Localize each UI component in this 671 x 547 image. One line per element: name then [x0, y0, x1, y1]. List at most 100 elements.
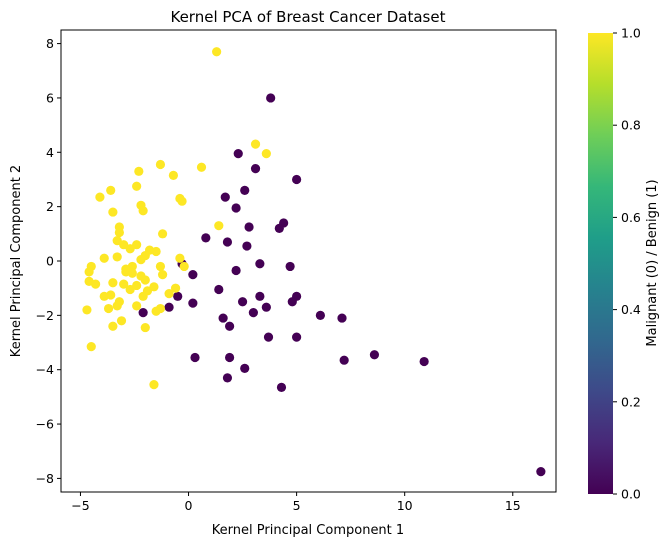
data-point-class-1 — [125, 244, 135, 254]
y-tick-label: 4 — [46, 145, 54, 160]
colorbar-tick-label: 0.8 — [621, 118, 641, 133]
data-point-class-0 — [263, 332, 274, 342]
data-point-class-1 — [112, 301, 122, 311]
data-point-class-1 — [132, 181, 142, 191]
data-point-class-1 — [155, 261, 166, 272]
data-point-class-1 — [155, 159, 166, 170]
data-point-class-0 — [218, 313, 228, 323]
data-point-class-0 — [255, 259, 265, 269]
data-point-class-1 — [86, 342, 96, 352]
x-tick-label: 5 — [293, 498, 301, 513]
data-point-class-1 — [261, 149, 271, 159]
data-point-class-0 — [292, 174, 302, 185]
data-point-class-1 — [175, 253, 185, 263]
x-axis: −5 0 5 10 15 — [71, 492, 521, 513]
data-point-class-0 — [339, 355, 349, 365]
data-point-class-0 — [222, 237, 233, 247]
data-point-class-1 — [157, 229, 168, 239]
data-point-class-1 — [134, 166, 144, 176]
colorbar-label: Malignant (0) / Benign (1) — [645, 179, 660, 346]
data-point-class-1 — [125, 284, 135, 295]
data-point-class-1 — [140, 322, 150, 333]
data-point-class-1 — [164, 289, 174, 299]
data-point-class-0 — [274, 223, 284, 233]
data-point-class-1 — [179, 261, 189, 272]
data-point-class-0 — [225, 321, 235, 331]
y-tick-label: −2 — [36, 308, 54, 323]
y-tick-label: −4 — [36, 362, 54, 377]
data-point-class-1 — [108, 278, 118, 288]
data-point-class-1 — [112, 252, 122, 262]
data-point-class-0 — [214, 284, 224, 295]
data-point-class-1 — [108, 207, 118, 217]
data-point-class-1 — [103, 303, 114, 314]
data-point-class-1 — [99, 291, 109, 301]
data-point-class-0 — [292, 332, 302, 342]
data-point-class-0 — [285, 261, 295, 272]
colorbar — [588, 33, 613, 494]
data-point-class-1 — [138, 291, 148, 301]
data-point-class-1 — [108, 321, 118, 331]
data-point-class-0 — [240, 185, 250, 195]
data-point-class-1 — [138, 206, 148, 216]
y-axis-label: Kernel Principal Component 2 — [9, 165, 24, 357]
data-point-class-0 — [220, 192, 230, 202]
data-point-class-0 — [190, 352, 200, 363]
colorbar-tick-label: 1.0 — [621, 26, 641, 41]
data-point-class-1 — [119, 279, 129, 289]
data-point-class-0 — [244, 222, 254, 232]
data-point-class-0 — [255, 291, 265, 301]
x-tick-label: 0 — [185, 498, 193, 513]
data-point-class-1 — [95, 192, 105, 202]
data-point-class-0 — [536, 467, 546, 477]
data-point-class-1 — [106, 185, 116, 195]
data-point-class-0 — [369, 350, 380, 360]
y-tick-label: 8 — [46, 36, 54, 51]
data-point-class-1 — [149, 282, 159, 292]
colorbar-tick-label: 0.0 — [621, 487, 641, 502]
data-point-class-1 — [170, 283, 181, 293]
chart-title: Kernel PCA of Breast Cancer Dataset — [170, 8, 445, 26]
y-axis: −8 −6 −4 −2 0 2 4 6 8 — [36, 36, 61, 486]
data-point-class-1 — [177, 196, 187, 206]
data-point-class-1 — [151, 246, 161, 257]
data-point-class-0 — [261, 302, 271, 312]
data-point-class-0 — [240, 363, 250, 373]
x-tick-label: −5 — [71, 498, 89, 513]
data-point-class-1 — [149, 380, 159, 390]
data-point-class-1 — [121, 264, 131, 274]
data-point-class-0 — [138, 308, 148, 318]
data-point-class-1 — [116, 316, 127, 326]
data-point-class-0 — [276, 382, 287, 392]
data-point-class-0 — [231, 203, 241, 213]
data-point-class-0 — [337, 313, 347, 323]
data-point-class-1 — [157, 269, 168, 280]
data-point-class-0 — [231, 265, 241, 276]
data-point-class-0 — [233, 149, 243, 159]
data-point-class-0 — [164, 302, 174, 312]
colorbar-tick-label: 0.6 — [621, 210, 641, 225]
data-point-class-0 — [222, 373, 233, 383]
data-point-class-1 — [151, 306, 161, 316]
colorbar-axis: 0.0 0.2 0.4 0.6 0.8 1.0 — [613, 26, 641, 502]
data-point-class-1 — [114, 227, 124, 238]
y-tick-label: −6 — [36, 417, 54, 432]
data-point-class-1 — [136, 255, 146, 265]
data-point-class-0 — [188, 298, 198, 308]
data-point-class-1 — [168, 170, 179, 180]
data-point-class-1 — [250, 139, 261, 149]
data-point-class-0 — [419, 356, 429, 367]
data-point-class-0 — [237, 297, 248, 307]
data-point-class-1 — [82, 305, 92, 315]
data-point-class-1 — [140, 275, 150, 285]
y-tick-label: −8 — [36, 471, 54, 486]
plot-area — [60, 29, 557, 493]
data-point-class-0 — [315, 310, 325, 320]
y-tick-label: 0 — [46, 254, 54, 269]
data-point-class-1 — [196, 162, 207, 172]
x-axis-label: Kernel Principal Component 1 — [212, 523, 404, 538]
y-tick-label: 2 — [46, 199, 54, 214]
x-tick-label: 10 — [397, 498, 413, 513]
data-point-class-0 — [201, 233, 211, 243]
